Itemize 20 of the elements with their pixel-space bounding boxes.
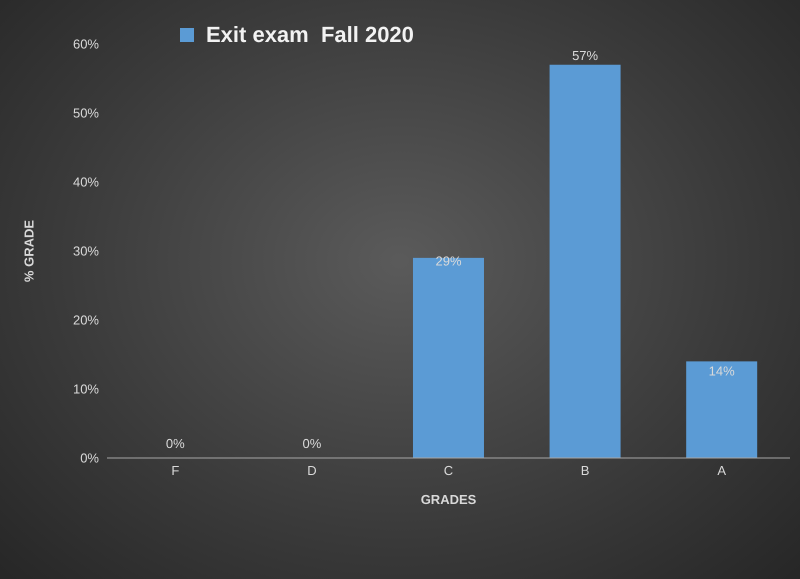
y-tick-label: 30% (72, 244, 100, 259)
x-tick-label: A (717, 463, 726, 478)
x-tick-label: D (307, 463, 317, 478)
y-axis-title: % GRADE (22, 220, 37, 282)
x-tick-label: B (580, 463, 590, 478)
y-tick-label: 10% (72, 382, 100, 397)
x-tick-label: F (171, 463, 180, 478)
x-axis-title: GRADES (420, 492, 477, 507)
x-tick-label: C (444, 463, 454, 478)
data-label: 0% (166, 436, 186, 451)
y-tick-label: 40% (72, 174, 100, 190)
legend-label: Exit exam Fall 2020 (206, 22, 414, 48)
y-tick-label: 0% (80, 450, 100, 466)
y-tick-label: 50% (72, 106, 100, 121)
data-label: 57% (572, 48, 599, 63)
data-label: 29% (435, 253, 462, 268)
y-tick-label: 60% (72, 36, 100, 52)
data-label: 14% (708, 363, 736, 378)
y-tick-label: 20% (72, 312, 100, 328)
data-label: 0% (302, 436, 322, 451)
